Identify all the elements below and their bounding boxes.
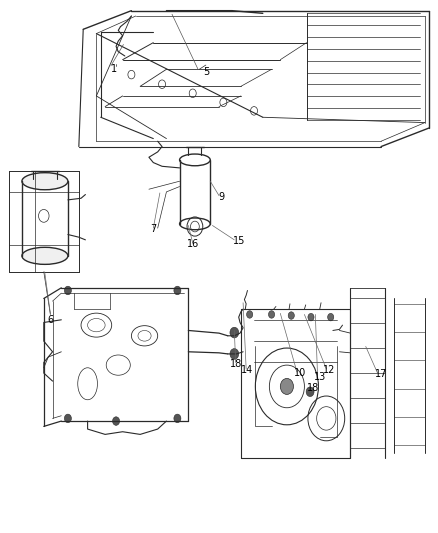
- Text: 15: 15: [233, 236, 245, 246]
- Text: 7: 7: [150, 224, 156, 234]
- Circle shape: [328, 313, 334, 321]
- Ellipse shape: [22, 173, 68, 190]
- Text: 9: 9: [218, 192, 224, 202]
- Circle shape: [268, 311, 275, 318]
- Text: 18: 18: [230, 359, 242, 368]
- Text: 13: 13: [314, 373, 326, 382]
- Text: 17: 17: [375, 369, 387, 379]
- Text: 1: 1: [111, 64, 117, 74]
- Text: 16: 16: [187, 239, 199, 249]
- Circle shape: [174, 286, 181, 295]
- Circle shape: [230, 327, 239, 338]
- Text: 6: 6: [47, 315, 53, 325]
- Text: 14: 14: [241, 366, 254, 375]
- Circle shape: [288, 312, 294, 319]
- Ellipse shape: [22, 247, 68, 264]
- Circle shape: [308, 313, 314, 321]
- Text: 18: 18: [307, 383, 319, 393]
- Circle shape: [64, 414, 71, 423]
- Circle shape: [230, 349, 239, 359]
- Circle shape: [306, 387, 314, 397]
- Text: 5: 5: [203, 67, 209, 77]
- Text: 10: 10: [294, 368, 306, 378]
- Circle shape: [280, 378, 293, 394]
- Circle shape: [174, 414, 181, 423]
- Circle shape: [247, 311, 253, 318]
- Circle shape: [113, 417, 120, 425]
- Text: 12: 12: [323, 365, 336, 375]
- Circle shape: [64, 286, 71, 295]
